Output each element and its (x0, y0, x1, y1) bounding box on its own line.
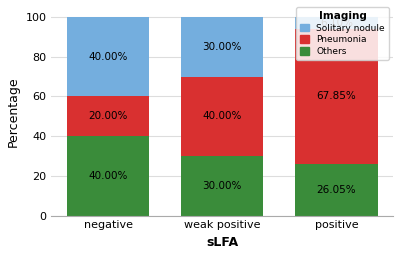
Bar (67, 17, 149, 97)
Y-axis label: Percentage: Percentage (7, 76, 20, 147)
Text: 30.00%: 30.00% (202, 42, 242, 52)
Bar (295, 17, 378, 29)
Bar (295, 29, 378, 164)
Text: 26.05%: 26.05% (316, 185, 356, 195)
Bar (67, 136, 149, 216)
X-axis label: sLFA: sLFA (206, 236, 238, 249)
Text: 40.00%: 40.00% (202, 111, 242, 121)
Legend: Solitary nodule, Pneumonia, Others: Solitary nodule, Pneumonia, Others (296, 7, 388, 60)
Bar (181, 156, 263, 216)
Bar (181, 17, 263, 77)
Bar (181, 77, 263, 156)
Text: 20.00%: 20.00% (88, 111, 128, 121)
Bar (67, 97, 149, 136)
Bar (295, 164, 378, 216)
Text: 67.85%: 67.85% (316, 91, 356, 101)
Text: 40.00%: 40.00% (88, 171, 128, 181)
Text: 6.10%: 6.10% (320, 18, 353, 28)
Text: 40.00%: 40.00% (88, 52, 128, 62)
Text: 30.00%: 30.00% (202, 181, 242, 191)
